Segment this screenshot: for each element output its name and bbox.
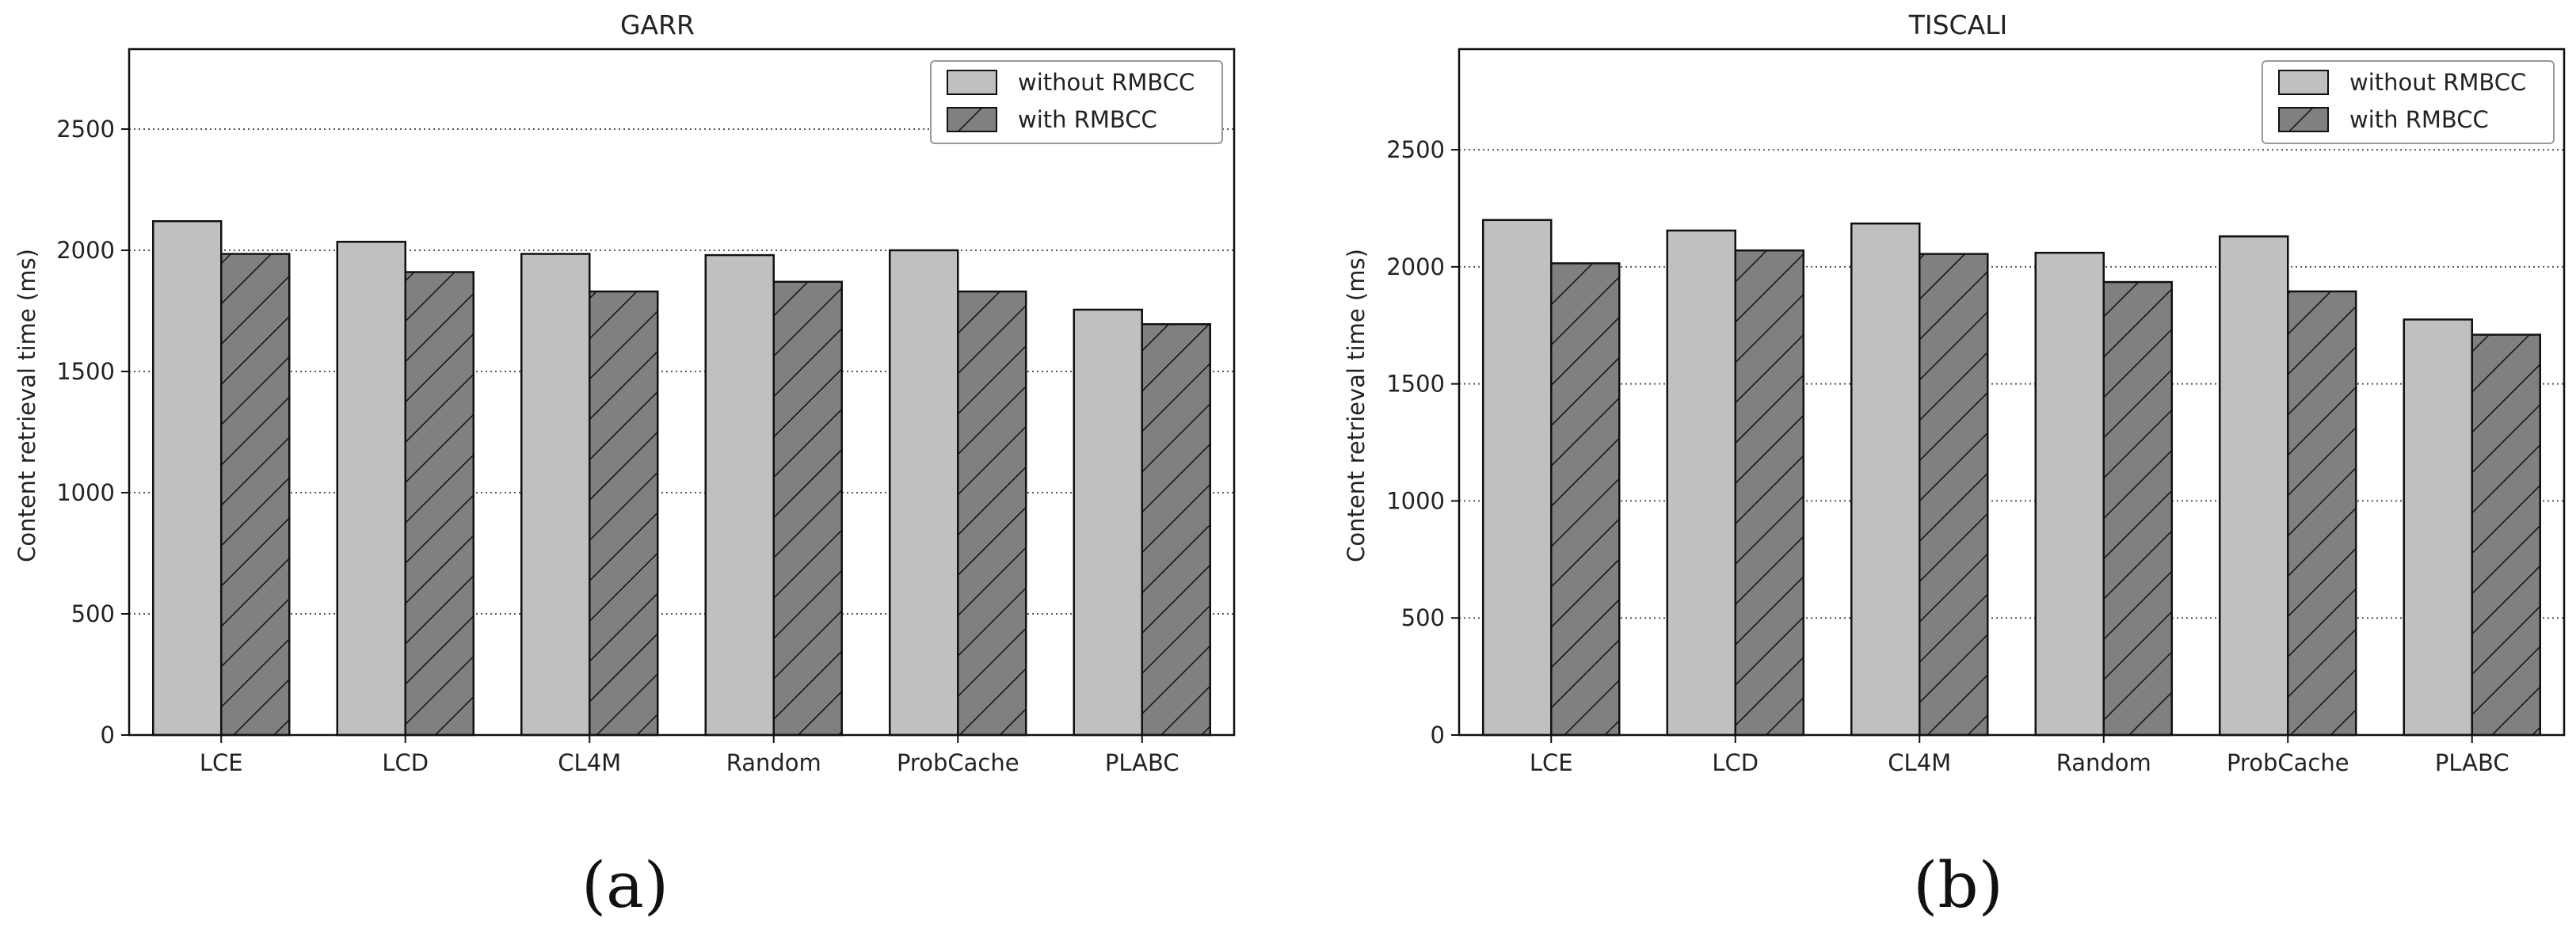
bar-without-rmbcc xyxy=(2403,318,2473,737)
x-tick-label: Random xyxy=(2056,749,2151,776)
bar-with-rmbcc xyxy=(220,253,291,737)
chart-title: TISCALI xyxy=(1908,10,2008,40)
x-tick-label: LCE xyxy=(200,749,243,776)
chart-title: GARR xyxy=(620,10,695,40)
legend-label-without: without RMBCC xyxy=(1018,69,1195,96)
y-tick-label: 2500 xyxy=(56,116,115,143)
x-tick-label: CL4M xyxy=(558,749,621,776)
x-tick-label: PLABC xyxy=(2435,749,2509,776)
bar-without-rmbcc xyxy=(2219,235,2289,737)
legend-swatch-with xyxy=(947,107,997,132)
y-tick-label: 500 xyxy=(71,600,115,627)
x-tick-label: LCD xyxy=(382,749,429,776)
bar-with-rmbcc xyxy=(404,271,474,737)
bar-without-rmbcc xyxy=(889,249,959,737)
x-tick-label: ProbCache xyxy=(897,749,1019,776)
bar-with-rmbcc xyxy=(589,290,659,737)
x-tick-label: Random xyxy=(726,749,821,776)
y-tick-label: 500 xyxy=(1401,604,1445,631)
bar-with-rmbcc xyxy=(957,290,1027,737)
bar-without-rmbcc xyxy=(1073,308,1143,737)
x-ticks: LCE LCD CL4M Random ProbCache PLABC xyxy=(1530,735,2509,776)
x-tick-label: PLABC xyxy=(1105,749,1179,776)
y-tick-label: 1500 xyxy=(56,358,115,385)
panel-label: (b) xyxy=(1913,848,2003,922)
chart-panel-a: GARR Content retrieval time (ms) 0 500 100… xyxy=(13,10,1236,922)
legend-box xyxy=(930,60,1223,144)
x-tick-label: LCE xyxy=(1530,749,1573,776)
bar-with-rmbcc xyxy=(1734,249,1804,737)
bars xyxy=(1482,219,2541,737)
bar-without-rmbcc xyxy=(520,253,591,737)
legend: without RMBCC with RMBCC xyxy=(930,60,1223,144)
plot-frame xyxy=(1458,48,2566,737)
y-tick-label: 1000 xyxy=(56,479,115,506)
y-tick-label: 1000 xyxy=(1386,487,1445,514)
bar-without-rmbcc xyxy=(1482,219,1553,737)
bar-with-rmbcc xyxy=(1919,253,1989,737)
gridlines xyxy=(1459,149,2564,619)
legend-label-with: with RMBCC xyxy=(1018,106,1157,133)
chart-panel-b: TISCALI Content retrieval time (ms) 0 500… xyxy=(1343,10,2566,922)
bars xyxy=(152,220,1211,737)
legend-label-with: with RMBCC xyxy=(2349,106,2489,133)
bar-without-rmbcc xyxy=(1850,222,1921,737)
legend-swatch-without xyxy=(2278,70,2329,95)
x-tick-label: CL4M xyxy=(1888,749,1951,776)
y-tick-label: 1500 xyxy=(1386,371,1445,398)
bar-with-rmbcc xyxy=(1141,323,1211,737)
y-tick-label: 0 xyxy=(1431,722,1445,748)
y-tick-label: 2000 xyxy=(56,237,115,264)
y-ticks: 0 500 1000 1500 2000 2500 xyxy=(56,116,129,748)
y-axis-label: Content retrieval time (ms) xyxy=(13,249,40,562)
bar-with-rmbcc xyxy=(2287,290,2357,737)
legend-label-without: without RMBCC xyxy=(2349,69,2526,96)
plot-frame xyxy=(128,48,1236,737)
bar-with-rmbcc xyxy=(1550,262,1621,737)
bar-without-rmbcc xyxy=(2034,251,2105,737)
panel-label: (a) xyxy=(581,848,669,922)
y-tick-label: 2500 xyxy=(1386,136,1445,163)
bar-with-rmbcc xyxy=(772,280,843,737)
y-tick-label: 2000 xyxy=(1386,253,1445,280)
bar-without-rmbcc xyxy=(152,220,223,737)
legend-box xyxy=(2262,60,2555,144)
legend: without RMBCC with RMBCC xyxy=(2262,60,2555,144)
bar-without-rmbcc xyxy=(336,241,406,737)
legend-swatch-with xyxy=(2278,107,2329,132)
gridlines xyxy=(129,128,1234,615)
y-axis-label: Content retrieval time (ms) xyxy=(1343,249,1370,562)
legend-swatch-without xyxy=(947,70,997,95)
x-tick-label: ProbCache xyxy=(2227,749,2349,776)
y-tick-label: 0 xyxy=(101,722,115,748)
y-ticks: 0 500 1000 1500 2000 2500 xyxy=(1386,136,1459,748)
bar-with-rmbcc xyxy=(2102,280,2173,737)
x-ticks: LCE LCD CL4M Random ProbCache PLABC xyxy=(200,735,1179,776)
bar-with-rmbcc xyxy=(2471,333,2541,737)
bar-without-rmbcc xyxy=(704,253,775,737)
x-tick-label: LCD xyxy=(1712,749,1759,776)
bar-without-rmbcc xyxy=(1666,229,1736,737)
